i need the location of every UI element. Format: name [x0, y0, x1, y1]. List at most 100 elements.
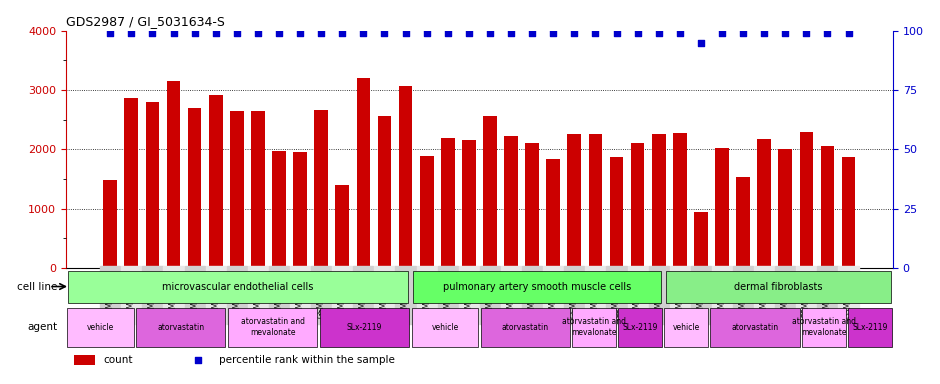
- Point: [841, 30, 856, 36]
- Point: [187, 30, 202, 36]
- Point: [777, 30, 792, 36]
- Point: [166, 30, 181, 36]
- Bar: [441, 138, 455, 268]
- Text: atorvastatin: atorvastatin: [731, 323, 778, 332]
- Bar: [525, 143, 539, 268]
- Point: [145, 30, 160, 36]
- Point: [546, 30, 561, 36]
- FancyBboxPatch shape: [572, 308, 616, 347]
- Bar: [230, 111, 243, 268]
- FancyBboxPatch shape: [68, 270, 408, 303]
- Text: agent: agent: [27, 322, 57, 332]
- Point: [694, 40, 709, 46]
- Bar: [399, 86, 413, 268]
- Bar: [146, 103, 159, 268]
- Point: [525, 30, 540, 36]
- Text: atorvastatin and
mevalonate: atorvastatin and mevalonate: [241, 318, 305, 337]
- Bar: [483, 116, 497, 268]
- Point: [757, 30, 772, 36]
- Text: vehicle: vehicle: [86, 323, 114, 332]
- Point: [102, 30, 118, 36]
- Point: [504, 30, 519, 36]
- Bar: [694, 212, 708, 268]
- Bar: [736, 177, 750, 268]
- Point: [191, 357, 206, 363]
- Bar: [166, 81, 180, 268]
- Bar: [841, 157, 855, 268]
- Point: [630, 30, 645, 36]
- Point: [672, 30, 687, 36]
- Point: [567, 30, 582, 36]
- Bar: [251, 111, 265, 268]
- Bar: [588, 134, 603, 268]
- Point: [335, 30, 350, 36]
- FancyBboxPatch shape: [413, 270, 661, 303]
- Text: SLx-2119: SLx-2119: [622, 323, 658, 332]
- Bar: [546, 159, 560, 268]
- Point: [799, 30, 814, 36]
- Text: cell line: cell line: [17, 281, 57, 291]
- Bar: [356, 78, 370, 268]
- Point: [398, 30, 413, 36]
- Point: [272, 30, 287, 36]
- Bar: [293, 152, 307, 268]
- Bar: [610, 157, 623, 268]
- Point: [208, 30, 223, 36]
- FancyBboxPatch shape: [802, 308, 846, 347]
- Text: count: count: [103, 355, 133, 365]
- FancyBboxPatch shape: [619, 308, 662, 347]
- FancyBboxPatch shape: [136, 308, 226, 347]
- Bar: [273, 151, 286, 268]
- Point: [588, 30, 603, 36]
- Bar: [124, 98, 138, 268]
- Bar: [209, 95, 223, 268]
- Text: SLx-2119: SLx-2119: [853, 323, 887, 332]
- Point: [440, 30, 455, 36]
- Point: [419, 30, 434, 36]
- Bar: [314, 110, 328, 268]
- Bar: [631, 143, 645, 268]
- Bar: [821, 146, 835, 268]
- Text: atorvastatin: atorvastatin: [502, 323, 549, 332]
- Bar: [778, 149, 792, 268]
- Bar: [758, 139, 771, 268]
- Point: [356, 30, 371, 36]
- Text: SLx-2119: SLx-2119: [347, 323, 383, 332]
- Bar: [188, 108, 201, 268]
- Text: percentile rank within the sample: percentile rank within the sample: [219, 355, 395, 365]
- FancyBboxPatch shape: [665, 308, 708, 347]
- Bar: [462, 140, 476, 268]
- FancyBboxPatch shape: [67, 308, 133, 347]
- Bar: [420, 156, 433, 268]
- Point: [124, 30, 139, 36]
- Bar: [103, 180, 118, 268]
- Bar: [568, 134, 581, 268]
- Point: [736, 30, 751, 36]
- FancyBboxPatch shape: [480, 308, 571, 347]
- Point: [482, 30, 497, 36]
- FancyBboxPatch shape: [848, 308, 892, 347]
- Bar: [800, 132, 813, 268]
- FancyBboxPatch shape: [666, 270, 891, 303]
- Bar: [378, 116, 391, 268]
- FancyBboxPatch shape: [412, 308, 478, 347]
- Point: [609, 30, 624, 36]
- Bar: [673, 133, 686, 268]
- Point: [462, 30, 477, 36]
- Bar: [651, 134, 666, 268]
- FancyBboxPatch shape: [711, 308, 800, 347]
- Text: vehicle: vehicle: [673, 323, 699, 332]
- FancyBboxPatch shape: [227, 308, 318, 347]
- Bar: [336, 185, 349, 268]
- Text: vehicle: vehicle: [431, 323, 459, 332]
- Text: pulmonary artery smooth muscle cells: pulmonary artery smooth muscle cells: [443, 281, 631, 291]
- Text: microvascular endothelial cells: microvascular endothelial cells: [163, 281, 314, 291]
- Point: [377, 30, 392, 36]
- Text: atorvastatin and
mevalonate: atorvastatin and mevalonate: [792, 318, 856, 337]
- Point: [714, 30, 729, 36]
- Text: atorvastatin and
mevalonate: atorvastatin and mevalonate: [562, 318, 626, 337]
- FancyBboxPatch shape: [320, 308, 409, 347]
- Point: [229, 30, 244, 36]
- Point: [651, 30, 666, 36]
- Point: [292, 30, 307, 36]
